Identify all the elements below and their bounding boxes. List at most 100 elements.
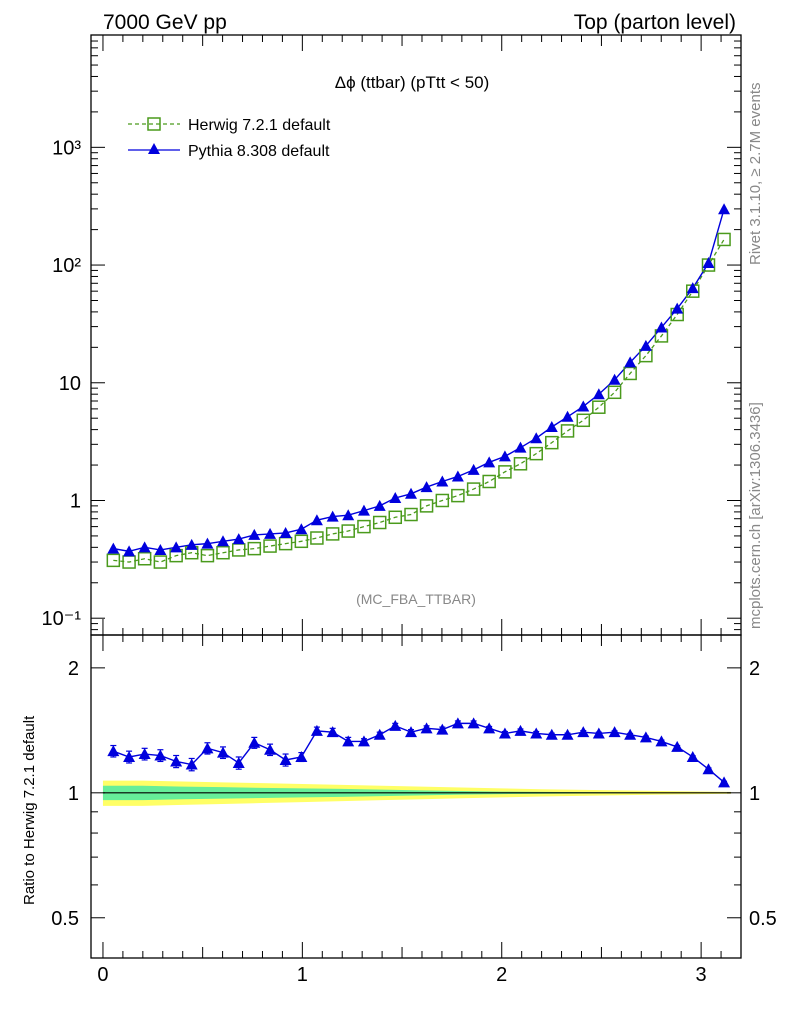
pythia-point	[655, 321, 668, 333]
herwig-point	[545, 435, 559, 450]
pythia-point	[326, 510, 339, 522]
main-ytick-label: 10²	[52, 255, 81, 277]
herwig-point	[137, 551, 152, 566]
ratio-point	[170, 755, 183, 767]
pythia-point	[373, 499, 386, 511]
herwig-point	[560, 424, 575, 438]
ratio-point	[624, 728, 637, 740]
pythia-point	[138, 541, 151, 553]
xtick-label: 3	[696, 964, 707, 986]
herwig-point	[325, 527, 340, 541]
main-ytick-label: 1	[70, 490, 81, 512]
pythia-point	[232, 533, 245, 545]
ratio-frame	[90, 634, 742, 959]
pythia-point	[483, 456, 496, 468]
analysis-watermark: (MC_FBA_TTBAR)	[356, 591, 476, 607]
herwig-point	[529, 446, 543, 461]
mcplots-label: mcplots.cern.ch [arXiv:1306.3436]	[747, 402, 764, 629]
herwig-point	[576, 413, 591, 428]
pythia-point	[686, 282, 699, 294]
pythia-point	[592, 388, 605, 400]
herwig-point	[717, 232, 731, 247]
xtick-label: 2	[496, 964, 507, 986]
pythia-point	[624, 356, 637, 368]
pythia-point	[248, 528, 261, 540]
herwig-point	[216, 545, 230, 560]
main-ytick-label: 10⁻¹	[42, 608, 82, 630]
pythia-point	[545, 420, 558, 432]
ratio-point	[310, 724, 323, 736]
ratio-ytick-label-right: 0.5	[749, 908, 777, 930]
legend: Herwig 7.2.1 default Pythia 8.308 defaul…	[128, 117, 331, 160]
ratio-point	[216, 746, 229, 758]
ratio-point	[342, 735, 355, 747]
xtick-label: 0	[97, 964, 108, 986]
pythia-point	[185, 538, 198, 550]
ratio-point	[232, 756, 245, 768]
ratio-point	[577, 726, 590, 738]
pythia-point	[451, 470, 464, 482]
ratio-point	[530, 727, 543, 739]
ratio-point	[279, 753, 292, 765]
herwig-point	[498, 465, 512, 479]
herwig-point	[466, 482, 481, 496]
herwig-point	[357, 519, 371, 534]
ratio-point	[545, 728, 558, 740]
ratio-point	[185, 758, 198, 770]
ratio-point	[608, 726, 621, 738]
ratio-series-line	[113, 722, 725, 783]
ratio-ylabel: Ratio to Herwig 7.2.1 default	[21, 715, 38, 905]
pythia-point	[702, 257, 715, 269]
ratio-point	[373, 728, 386, 740]
ratio-point	[639, 731, 652, 743]
pythia-point	[498, 450, 511, 462]
pythia-point	[405, 487, 418, 499]
herwig-point	[435, 493, 450, 508]
legend-marker-pythia	[148, 143, 160, 154]
pythia-point	[107, 542, 120, 554]
herwig-point	[592, 400, 606, 414]
herwig-point	[294, 534, 309, 549]
pythia-point	[514, 441, 527, 453]
herwig-point	[419, 499, 434, 513]
pythia-point	[671, 302, 684, 314]
herwig-point	[513, 457, 528, 471]
pythia-point	[201, 537, 214, 549]
pythia-point	[154, 543, 167, 555]
ratio-point	[718, 776, 731, 788]
series-line-herwig	[113, 239, 725, 563]
herwig-point	[263, 539, 277, 553]
ratio-point	[671, 740, 684, 752]
pythia-point	[467, 463, 480, 475]
herwig-point	[639, 348, 653, 363]
herwig-point	[106, 553, 121, 568]
ratio-point	[264, 743, 277, 755]
pythia-point	[123, 545, 136, 557]
ratio-point	[561, 728, 574, 740]
ratio-ytick-label-right: 2	[749, 658, 760, 680]
header-left: 7000 GeV pp	[103, 11, 227, 34]
pythia-point	[310, 514, 323, 526]
ratio-point	[451, 717, 464, 729]
ratio-point	[405, 726, 418, 738]
pythia-point	[577, 400, 590, 412]
main-ytick-label: 10³	[52, 137, 81, 159]
pythia-point	[279, 526, 292, 538]
ratio-point	[154, 749, 167, 761]
ratio-ytick-label-left: 1	[68, 783, 79, 805]
ratio-ytick-label-left: 2	[68, 658, 79, 680]
herwig-point	[247, 541, 262, 556]
ratio-point	[467, 717, 480, 729]
ratio-point	[686, 750, 699, 762]
pythia-point	[420, 481, 433, 493]
xtick-label: 1	[297, 964, 308, 986]
herwig-point	[404, 507, 418, 522]
pythia-point	[639, 339, 652, 351]
pythia-point	[264, 527, 277, 539]
ratio-point	[498, 727, 511, 739]
ratio-point	[592, 727, 605, 739]
ratio-point	[248, 736, 261, 748]
pythia-point	[389, 491, 402, 503]
pythia-point	[357, 504, 370, 516]
